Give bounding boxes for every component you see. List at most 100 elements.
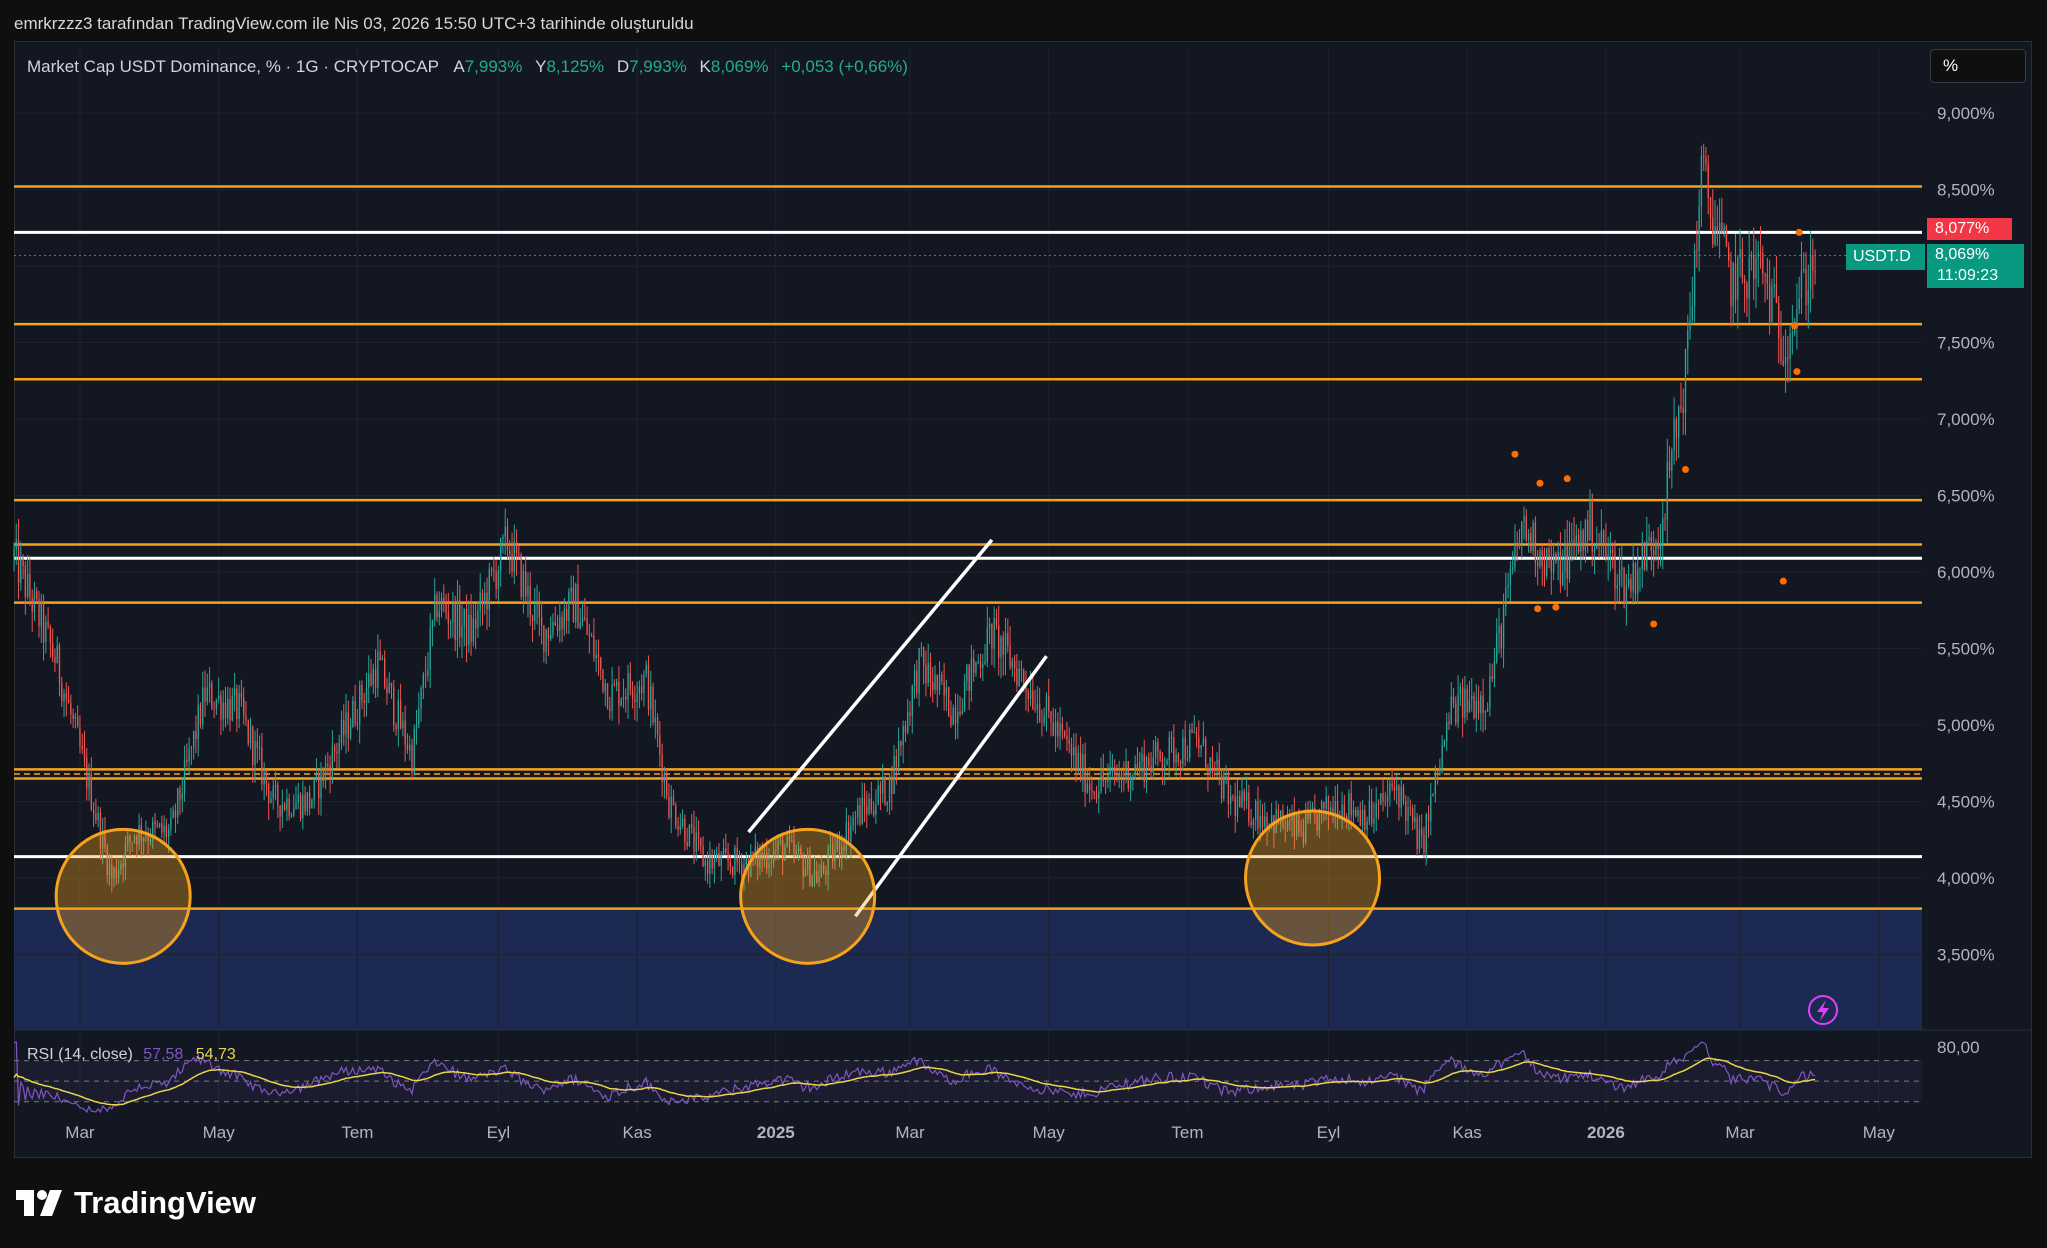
candle-body	[1582, 530, 1584, 551]
candle-body	[577, 584, 579, 629]
candle-body	[870, 798, 873, 811]
candle-body	[527, 585, 529, 597]
candle-body	[1530, 533, 1532, 552]
candle-body	[1507, 585, 1509, 588]
candle-body	[1152, 757, 1155, 773]
candle-body	[768, 863, 770, 869]
candle-body	[181, 793, 183, 800]
candle-body	[1352, 809, 1355, 815]
candle-body	[1536, 562, 1539, 567]
legend-y-value: 8,125%	[546, 57, 605, 76]
candle-body	[1093, 791, 1095, 794]
candle-body	[1068, 739, 1070, 744]
candle-body	[138, 825, 140, 845]
candle-body	[672, 796, 675, 806]
candle-body	[256, 741, 259, 748]
candle-body	[1807, 289, 1809, 306]
candle-body	[818, 876, 820, 883]
candle-body	[1405, 800, 1407, 821]
tradingview-logo[interactable]: TradingView	[16, 1185, 256, 1221]
candle-body	[859, 804, 861, 824]
candle-body	[857, 804, 859, 818]
candle-body	[318, 772, 320, 799]
candle-body	[918, 647, 920, 694]
x-tick-label-11: 2026	[1587, 1123, 1625, 1142]
candle-body	[1250, 821, 1252, 826]
candle-body	[1746, 282, 1748, 299]
candle-body	[1120, 772, 1123, 778]
candle-body	[45, 621, 47, 642]
candle-body	[1757, 252, 1759, 258]
candle-body	[1693, 250, 1696, 306]
candle-body	[1666, 461, 1668, 520]
symbol-legend[interactable]: Market Cap USDT Dominance, % · 1G · CRYP…	[27, 57, 908, 77]
candle-body	[295, 802, 297, 809]
candle-body	[524, 571, 527, 597]
candle-body	[120, 863, 122, 870]
candle-body	[991, 623, 993, 649]
candle-body	[968, 664, 970, 691]
candle-body	[1298, 814, 1300, 832]
candle-body	[781, 840, 784, 861]
candle-body	[370, 674, 372, 685]
candle-body	[24, 565, 27, 597]
candle-body	[1593, 549, 1596, 552]
candle-body	[1214, 761, 1216, 764]
candle-body	[1446, 721, 1448, 742]
candle-body	[233, 688, 236, 696]
candle-body	[72, 714, 74, 719]
candle-body	[1771, 286, 1773, 322]
candle-body	[720, 854, 722, 867]
candle-body	[1675, 419, 1678, 438]
bar-countdown: 11:09:23	[1927, 266, 2024, 288]
candle-body	[336, 751, 338, 754]
candle-body	[704, 860, 707, 867]
candle-body	[1391, 783, 1393, 787]
candle-body	[238, 692, 240, 720]
scale-percent-button[interactable]: %	[1930, 49, 2026, 83]
candle-body	[1207, 768, 1209, 774]
candle-body	[716, 853, 718, 859]
candle-body	[1718, 222, 1721, 234]
candle-body	[1154, 742, 1157, 758]
candle-body	[26, 573, 29, 597]
candle-body	[254, 741, 256, 765]
candle-body	[1075, 747, 1077, 769]
candle-body	[104, 830, 106, 848]
candle-body	[1748, 257, 1750, 299]
candle-body	[92, 809, 95, 814]
highlight-circles	[54, 809, 1382, 965]
candle-body	[572, 587, 575, 623]
candle-body	[1602, 531, 1605, 544]
candle-body	[1732, 263, 1734, 307]
candle-body	[1191, 729, 1193, 733]
candle-body	[1691, 305, 1693, 320]
candle-body	[670, 796, 672, 818]
candle-body	[866, 806, 868, 814]
candle-body	[954, 707, 957, 724]
candle-body	[440, 597, 443, 612]
candle-body	[1714, 226, 1716, 245]
candle-body	[536, 602, 538, 606]
candle-body	[1043, 716, 1045, 723]
candle-body	[1755, 257, 1757, 279]
candle-body	[1455, 703, 1457, 724]
candle-body	[1803, 268, 1805, 271]
candle-body	[563, 608, 566, 630]
candle-body	[1364, 809, 1366, 830]
legend-d-label: D	[616, 57, 630, 76]
rsi-legend[interactable]: RSI (14, close) 57,58 54,73	[27, 1046, 236, 1064]
candle-body	[272, 786, 274, 799]
candle-body	[136, 835, 138, 845]
candle-body	[779, 840, 782, 842]
candle-body	[600, 657, 602, 670]
candle-body	[1723, 226, 1725, 233]
candle-body	[1277, 809, 1280, 825]
candle-body	[1261, 815, 1264, 828]
candle-body	[1730, 260, 1732, 307]
candle-body	[502, 536, 504, 539]
candle-body	[1327, 796, 1330, 814]
candle-body	[1243, 791, 1245, 801]
candle-body	[1204, 738, 1207, 769]
